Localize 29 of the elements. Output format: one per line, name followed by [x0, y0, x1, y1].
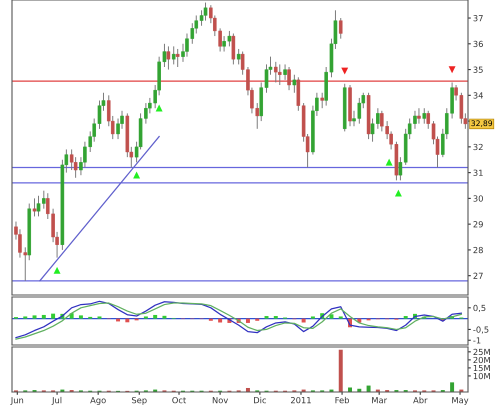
- y-tick-label: 32: [473, 144, 483, 150]
- y-tick-label: 10M: [474, 372, 490, 380]
- y-tick-label: -0,5: [473, 326, 488, 334]
- x-tick-label: Ago: [90, 397, 106, 405]
- x-tick-label: 2011: [290, 397, 311, 404]
- x-tick-label: Dic: [254, 396, 266, 404]
- x-tick-label: Mar: [372, 397, 388, 404]
- y-tick-label: -1: [473, 337, 480, 344]
- x-tick-label: Jul: [52, 396, 62, 405]
- x-tick-label: May: [452, 397, 468, 405]
- y-tick-label: 15M: [474, 364, 490, 372]
- x-tick-label: Feb: [336, 396, 349, 404]
- y-tick-label: 37: [473, 15, 483, 22]
- x-tick-label: Jun: [10, 397, 24, 405]
- y-tick-label: 0,5: [473, 304, 486, 312]
- x-tick-label: Nov: [212, 397, 228, 404]
- y-tick-label: 25M: [473, 348, 490, 356]
- y-tick-label: 29: [473, 221, 483, 228]
- x-tick-label: Oct: [172, 397, 186, 404]
- y-tick-label: 36: [473, 40, 483, 48]
- y-tick-label: 31: [473, 170, 483, 176]
- y-tick-label: 30: [473, 195, 483, 202]
- x-tick-label: Abr: [413, 396, 428, 404]
- y-tick-label: 34: [473, 92, 483, 99]
- y-tick-label: 20M: [473, 356, 490, 364]
- x-tick-label: Sep: [132, 397, 147, 405]
- y-tick-label: 27: [473, 272, 483, 279]
- y-tick-label: 35: [473, 66, 483, 73]
- y-tick-label: 28: [473, 246, 483, 254]
